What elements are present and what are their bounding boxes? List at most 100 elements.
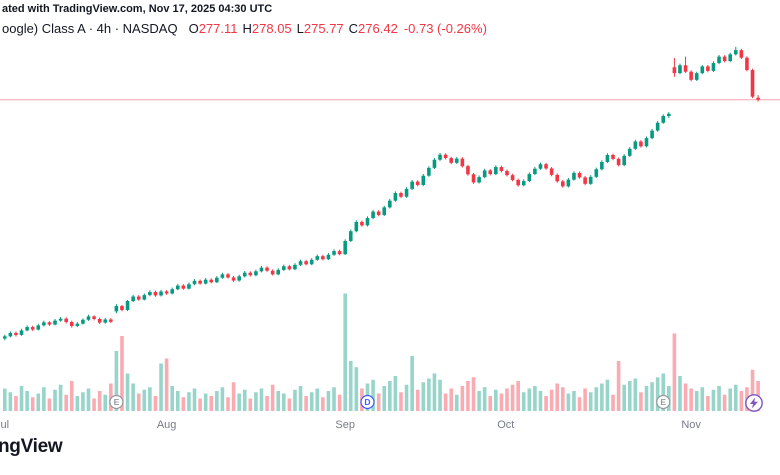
volume-bar: [393, 376, 398, 411]
volume-bar: [399, 392, 403, 411]
candle-body: [209, 279, 214, 283]
candle-body: [633, 141, 638, 149]
volume-bar: [432, 373, 437, 411]
volume-bar: [248, 398, 253, 411]
candle-body: [293, 264, 297, 270]
candle-body: [103, 319, 108, 323]
candle-body: [114, 306, 119, 312]
volume-bar: [655, 377, 660, 411]
candle-body: [242, 272, 247, 277]
volume-bar: [460, 386, 465, 411]
volume-bar: [616, 361, 621, 411]
volume-bar: [125, 373, 130, 411]
candle-body: [248, 272, 253, 276]
time-axis[interactable]: Jul Aug Sep Oct Nov: [0, 419, 701, 431]
candle-body: [142, 295, 147, 300]
volume-bar: [30, 397, 35, 411]
candle-body: [254, 271, 258, 276]
volume-bar: [572, 391, 576, 411]
candle-body: [343, 241, 347, 255]
candle-body: [354, 221, 359, 232]
volume-bar: [142, 389, 147, 411]
ohlc-label: O: [188, 21, 199, 36]
candle-body: [750, 70, 755, 97]
candle-body: [415, 181, 420, 185]
volume-bar: [371, 379, 375, 411]
candle-body: [672, 67, 677, 74]
volume-bar: [42, 387, 46, 411]
volume-bar: [315, 388, 320, 411]
earnings-marker[interactable]: E: [656, 394, 671, 410]
tradingview-logo[interactable]: ngView: [0, 436, 63, 457]
candle-body: [544, 164, 548, 169]
dividend-marker[interactable]: D: [360, 394, 375, 410]
volume-bar: [555, 383, 560, 411]
candle-body: [454, 158, 459, 163]
volume-bar: [471, 377, 476, 411]
attribution-text: ated with TradingView.com, Nov 17, 2025 …: [2, 3, 273, 15]
candle-body: [187, 284, 191, 289]
candle-body: [477, 177, 481, 183]
earnings-marker[interactable]: E: [109, 394, 124, 410]
candle-body: [678, 65, 682, 74]
candle-body: [639, 141, 643, 147]
volume-bar: [348, 361, 353, 411]
volume-bar: [544, 396, 548, 411]
candle-body: [30, 327, 35, 330]
volume-bar: [516, 381, 520, 411]
volume-bar: [337, 394, 342, 411]
ohlc-values: O277.11 H278.05 L275.77 C276.42: [184, 21, 398, 36]
volume-bar: [259, 388, 264, 411]
volume-bar: [566, 393, 571, 411]
candle-body: [756, 97, 760, 100]
axis-label-month: Sep: [335, 419, 355, 431]
candle-body: [555, 174, 560, 182]
candle-body: [460, 158, 465, 167]
candle-body: [588, 176, 593, 184]
candle-body: [393, 193, 398, 201]
candle-body: [270, 270, 275, 275]
candle-body: [683, 65, 688, 72]
volume-bar: [226, 397, 230, 411]
marker-circle: [360, 394, 375, 410]
candle-body: [733, 50, 738, 55]
candle-body: [432, 159, 437, 168]
candle-body: [661, 116, 666, 123]
candle-body: [36, 325, 41, 330]
volume-bar: [14, 396, 18, 411]
candle-body: [220, 274, 225, 278]
volume-bar: [454, 394, 459, 411]
candle-body: [510, 175, 515, 180]
candle-body: [616, 158, 621, 166]
volume-bar: [505, 388, 509, 411]
volume-bar: [711, 389, 716, 411]
volume-bar: [242, 389, 247, 411]
candle-body: [25, 327, 29, 331]
volume-bar: [538, 391, 543, 411]
candle-body: [404, 188, 409, 197]
volume-bar: [427, 378, 431, 411]
volume-bar: [482, 387, 487, 411]
volume-bar: [276, 391, 281, 411]
volume-bar: [265, 396, 269, 411]
candle-body: [711, 63, 716, 71]
candle-body: [438, 154, 442, 160]
candles-layer: [3, 46, 760, 341]
candle-body: [42, 322, 46, 326]
candle-body: [488, 170, 493, 175]
volume-bar: [136, 393, 141, 411]
candle-body: [399, 193, 403, 197]
volume-bar: [114, 351, 119, 411]
candle-body: [287, 266, 292, 270]
volume-bar: [622, 384, 626, 411]
volume-bar: [549, 389, 554, 411]
candle-body: [164, 291, 169, 294]
volume-bar: [309, 392, 314, 411]
ohlc-label: H: [242, 21, 252, 36]
lightning-icon[interactable]: [744, 393, 764, 413]
volume-bar: [521, 392, 526, 411]
volume-bar: [722, 394, 727, 411]
ohlc-value: 277.11: [198, 21, 238, 36]
